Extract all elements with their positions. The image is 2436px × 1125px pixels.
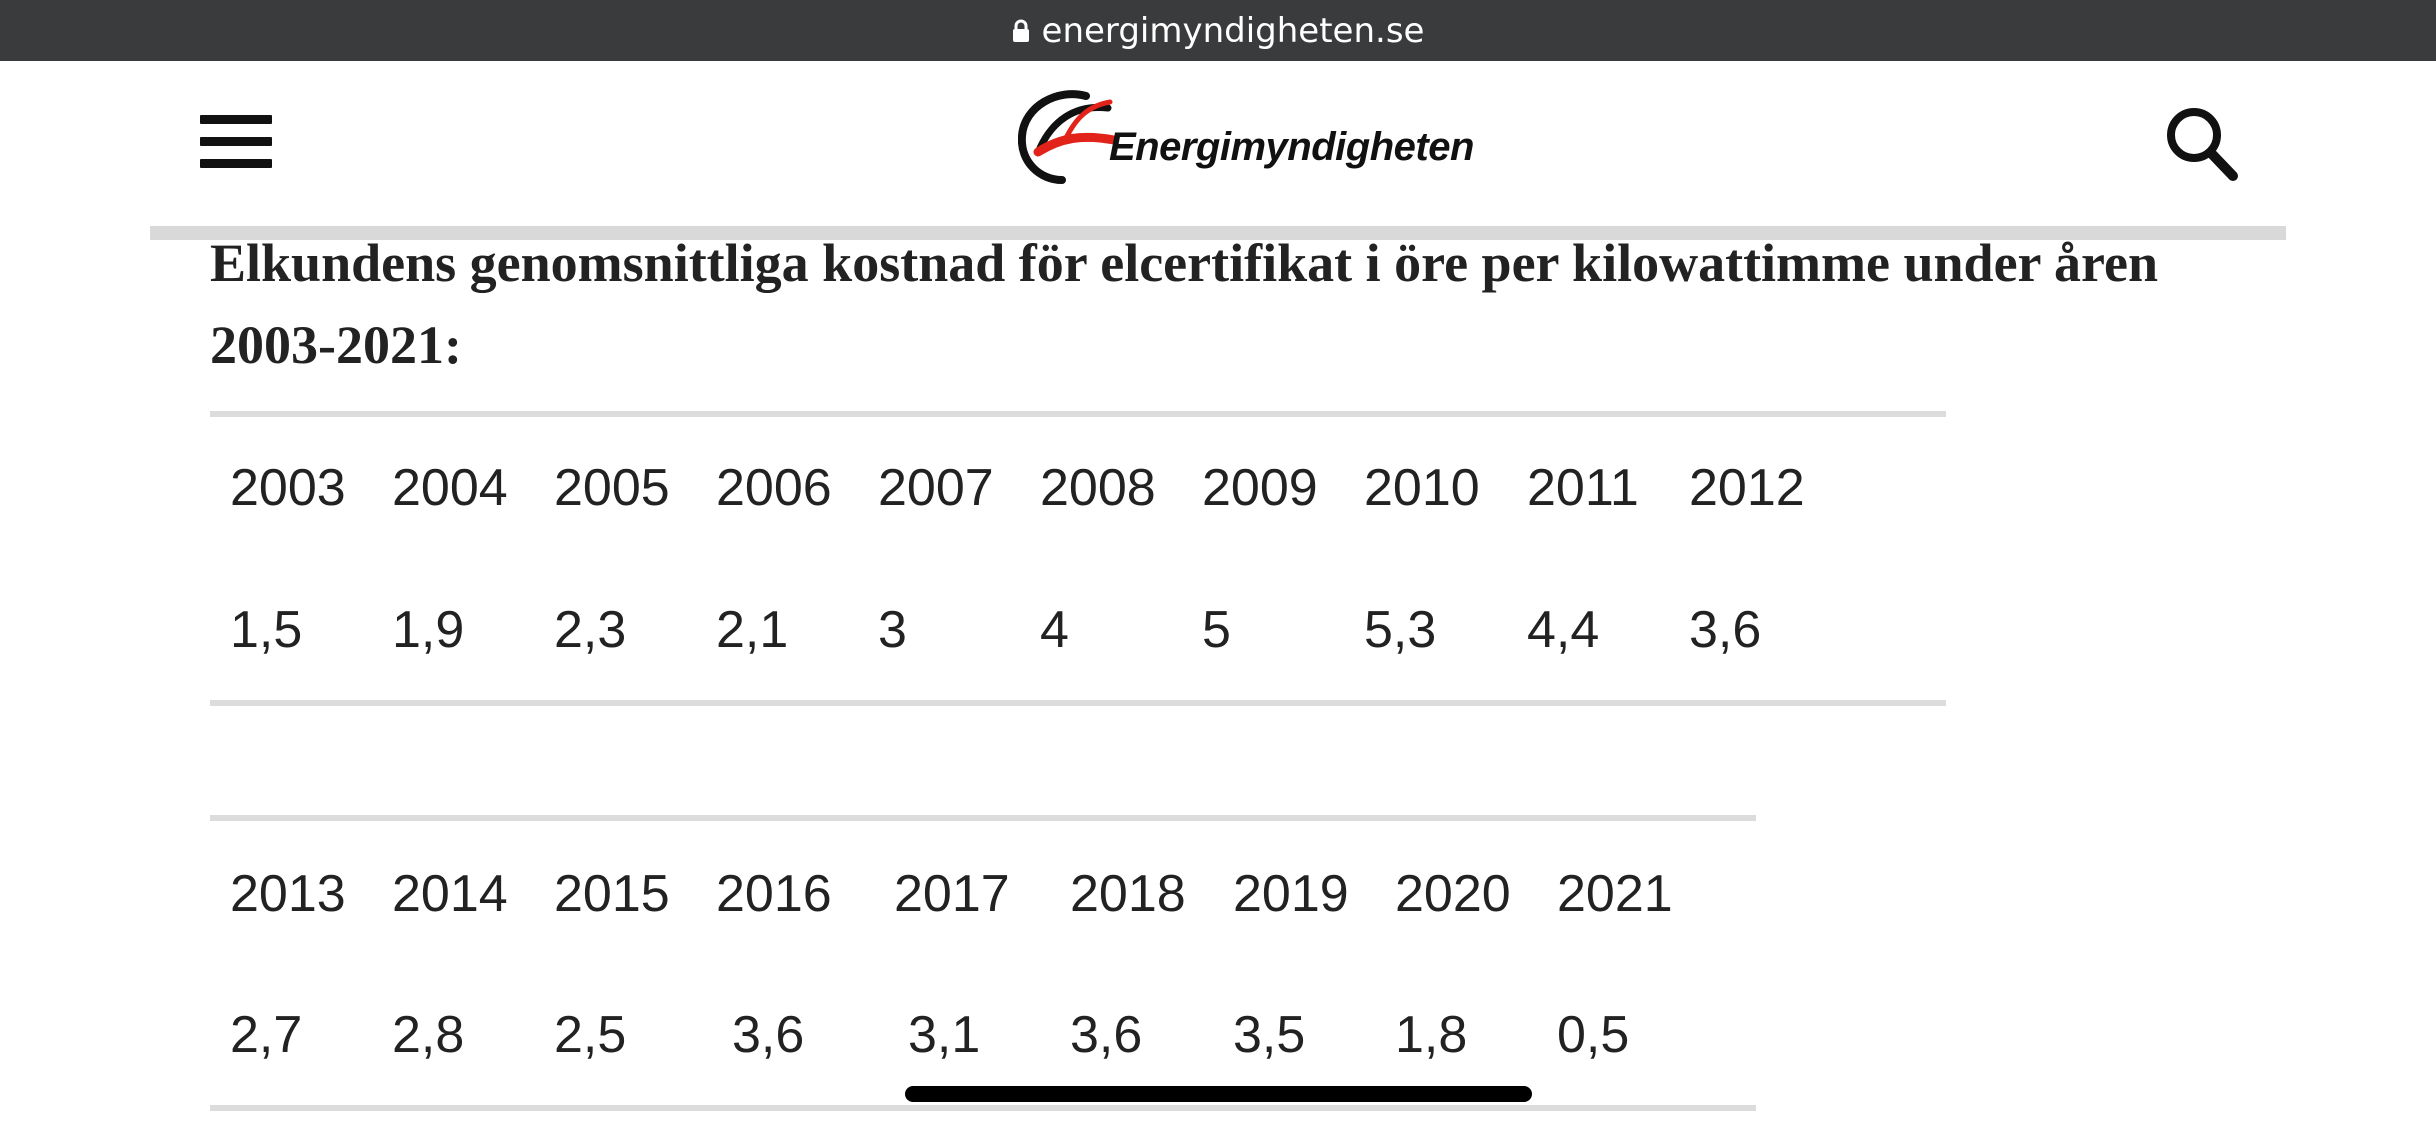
value-cell: 3,6 — [1689, 601, 1762, 659]
year-cell: 2010 — [1364, 459, 1480, 517]
value-cell: 1,9 — [392, 601, 465, 659]
value-cell: 5,3 — [1364, 601, 1437, 659]
table-2-top-rule — [210, 815, 1756, 821]
value-cell: 2,8 — [392, 1006, 465, 1064]
heading-line-1: Elkundens genomsnittliga kostnad för elc… — [210, 233, 2159, 293]
year-cell: 2003 — [230, 459, 346, 517]
home-indicator[interactable] — [905, 1086, 1532, 1102]
table-2-bottom-rule — [210, 1105, 1756, 1111]
hamburger-menu-icon[interactable] — [200, 115, 272, 169]
value-cell: 3,5 — [1233, 1006, 1306, 1064]
year-cell: 2004 — [392, 459, 508, 517]
year-cell: 2014 — [392, 865, 508, 923]
value-cell: 0,5 — [1557, 1006, 1630, 1064]
value-cell: 5 — [1202, 601, 1231, 659]
energimyndigheten-logo[interactable] — [1018, 88, 1448, 188]
table-1-bottom-rule — [210, 700, 1946, 706]
value-cell: 2,1 — [716, 601, 789, 659]
value-cell: 2,7 — [230, 1006, 303, 1064]
value-cell: 2,3 — [554, 601, 627, 659]
year-cell: 2021 — [1557, 865, 1673, 923]
year-cell: 2006 — [716, 459, 832, 517]
value-cell: 1,5 — [230, 601, 303, 659]
value-cell: 2,5 — [554, 1006, 627, 1064]
year-cell: 2020 — [1395, 865, 1511, 923]
browser-address-bar[interactable]: energimyndigheten.se — [0, 0, 2436, 61]
year-cell: 2011 — [1527, 459, 1639, 517]
year-cell: 2007 — [878, 459, 994, 517]
header-divider — [150, 226, 2286, 240]
year-cell: 2015 — [554, 865, 670, 923]
logo-wordmark: Energimyndigheten — [1109, 125, 1474, 169]
year-cell: 2016 — [716, 865, 832, 923]
year-cell: 2008 — [1040, 459, 1156, 517]
value-cell: 3,6 — [1070, 1006, 1143, 1064]
article-heading: Elkundens genomsnittliga kostnad för elc… — [210, 222, 2270, 386]
value-cell: 4 — [1040, 601, 1069, 659]
year-cell: 2009 — [1202, 459, 1318, 517]
heading-line-2: 2003-2021: — [210, 315, 462, 375]
year-cell: 2013 — [230, 865, 346, 923]
year-cell: 2005 — [554, 459, 670, 517]
year-cell: 2019 — [1233, 865, 1349, 923]
value-cell: 3,6 — [732, 1006, 805, 1064]
value-cell: 1,8 — [1395, 1006, 1468, 1064]
value-cell: 3 — [878, 601, 907, 659]
lock-icon — [1012, 19, 1029, 42]
search-icon[interactable] — [2163, 103, 2239, 183]
year-cell: 2017 — [894, 865, 1010, 923]
value-cell: 4,4 — [1527, 601, 1600, 659]
year-cell: 2018 — [1070, 865, 1186, 923]
year-cell: 2012 — [1689, 459, 1805, 517]
table-1-top-rule — [210, 411, 1946, 417]
value-cell: 3,1 — [908, 1006, 981, 1064]
url-text: energimyndigheten.se — [1041, 10, 1425, 51]
